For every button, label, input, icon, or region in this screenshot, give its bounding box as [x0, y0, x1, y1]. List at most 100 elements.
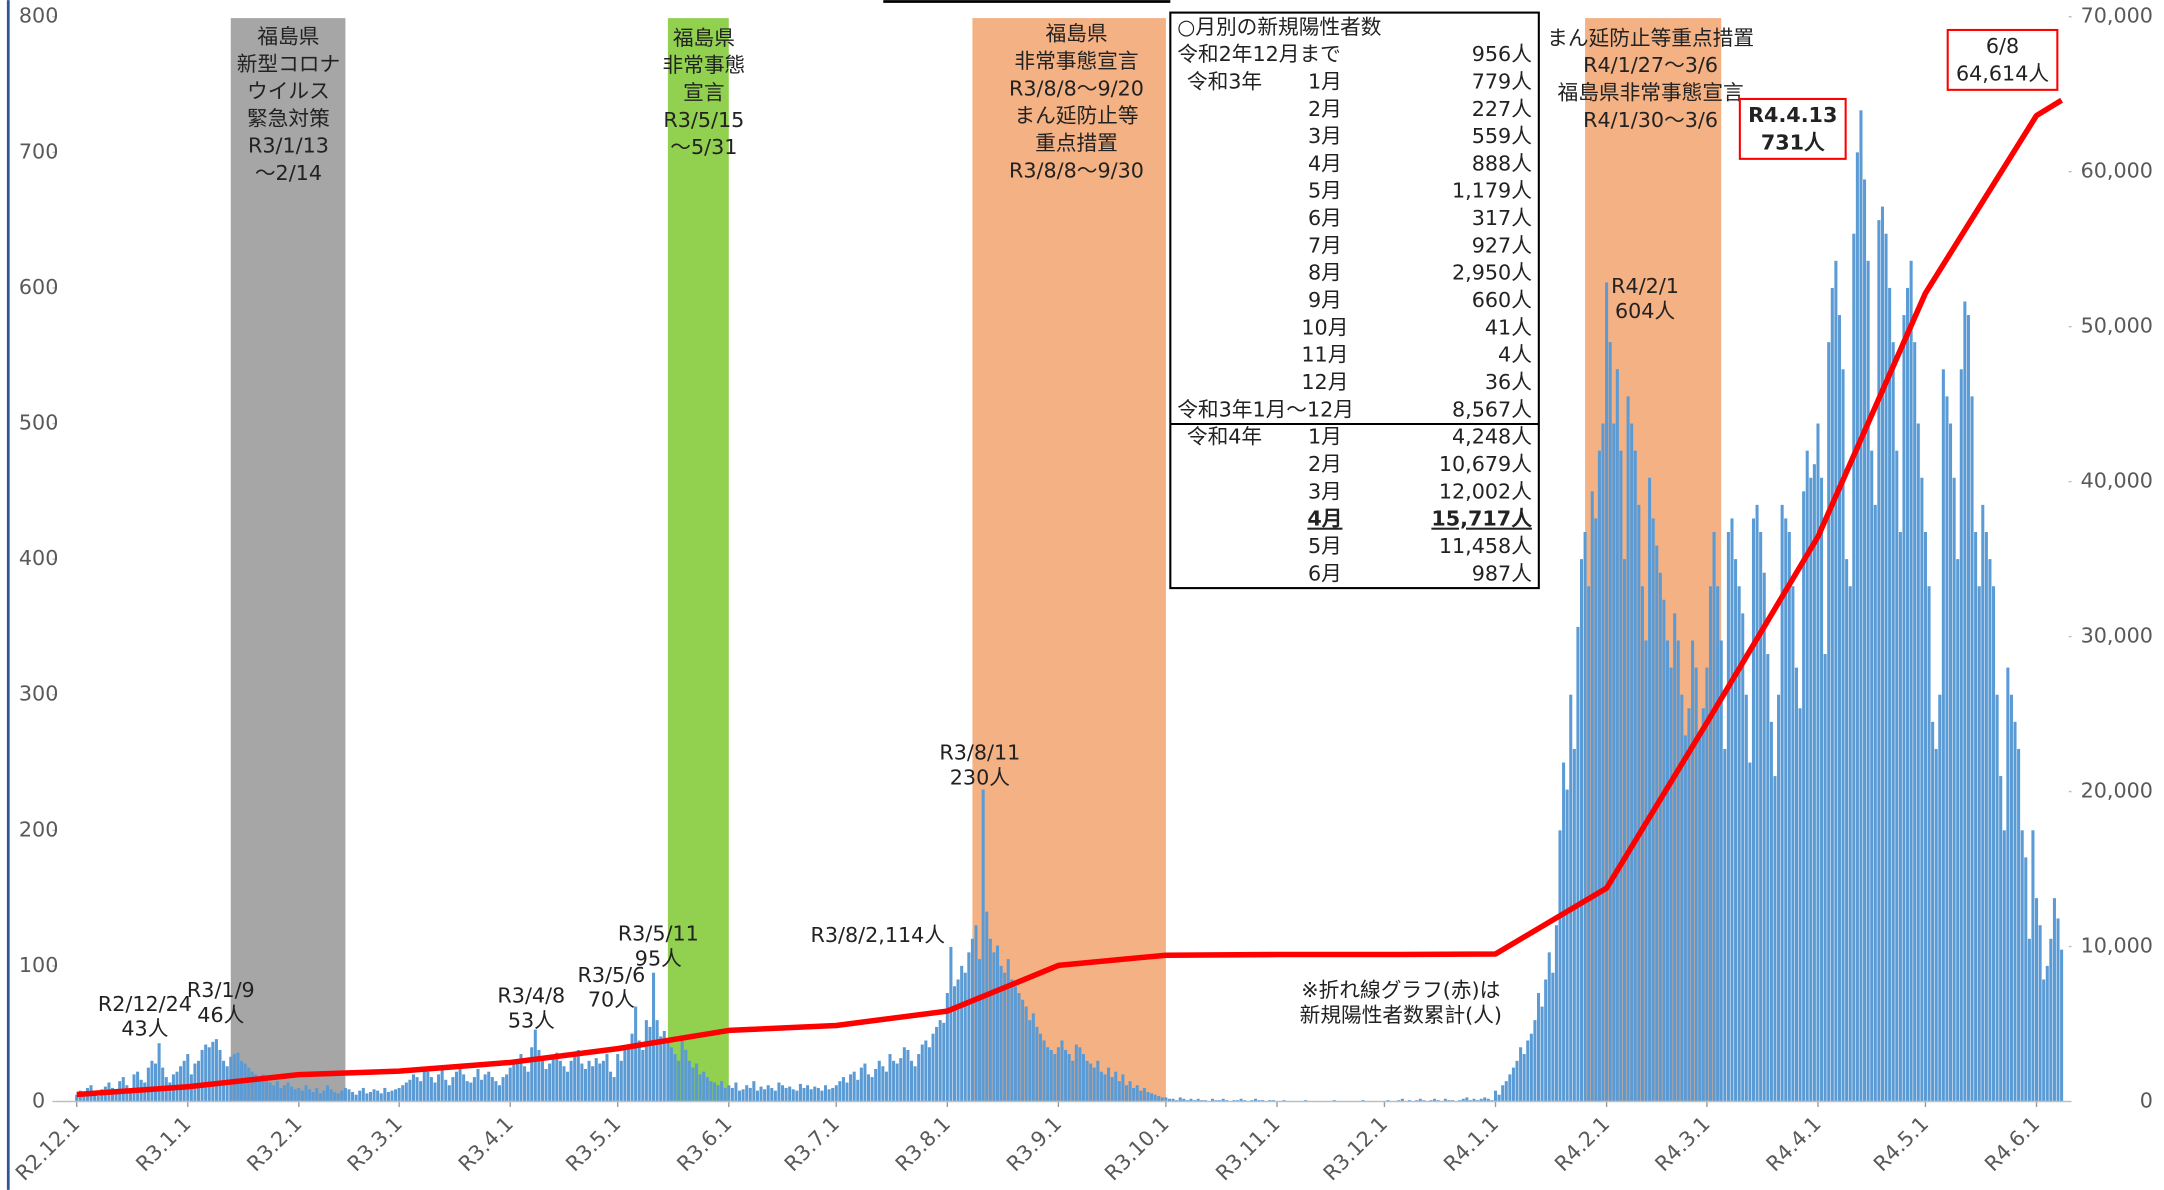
bar [1920, 477, 1924, 1102]
band-label: R4/1/30～3/6 [1583, 108, 1718, 132]
bar [93, 1092, 97, 1102]
bar [1486, 1098, 1490, 1102]
bar [598, 1063, 602, 1102]
bar [458, 1066, 462, 1102]
bar [2024, 857, 2028, 1102]
bar [379, 1093, 383, 1102]
bar [490, 1077, 494, 1102]
bar [985, 911, 989, 1102]
bar [1949, 423, 1953, 1102]
bar [1956, 559, 1960, 1102]
table-label: 令和3年 [1187, 69, 1262, 93]
bar [1673, 613, 1677, 1102]
bar [616, 1054, 620, 1102]
bar [609, 1071, 613, 1102]
bar [1999, 776, 2003, 1102]
bar [587, 1060, 591, 1102]
bar [2017, 748, 2021, 1102]
band-label: ウイルス [247, 79, 330, 103]
bar [1916, 423, 1920, 1102]
bar [1863, 179, 1867, 1102]
bands [230, 18, 1722, 1102]
bar [2042, 979, 2046, 1102]
bar [261, 1074, 265, 1102]
period-band [230, 18, 346, 1102]
table-count: 4,248人 [1452, 425, 1532, 449]
bar [1963, 301, 1967, 1102]
bar [1583, 531, 1587, 1102]
table-month: 10月 [1301, 315, 1348, 339]
bar [519, 1054, 523, 1102]
table-count: 559人 [1472, 124, 1532, 148]
y2-tick-label: 10,000 [2081, 934, 2153, 958]
bar [906, 1049, 910, 1102]
bar [376, 1090, 380, 1102]
bar [634, 1006, 638, 1102]
bar [1687, 708, 1691, 1102]
bar [1605, 282, 1609, 1102]
bar [1150, 1093, 1154, 1102]
bar [426, 1071, 430, 1102]
bar [583, 1068, 587, 1102]
bar [1712, 531, 1716, 1102]
bar [874, 1068, 878, 1102]
bar [1522, 1054, 1526, 1102]
bar [1913, 342, 1917, 1102]
bar [1898, 531, 1902, 1102]
bar [1952, 477, 1956, 1102]
bar [738, 1090, 742, 1102]
bar [1511, 1067, 1515, 1102]
bar [1855, 152, 1859, 1102]
bar [537, 1049, 541, 1102]
y-tick-label: 800 [19, 4, 59, 28]
bar [716, 1085, 720, 1102]
bar [1662, 599, 1666, 1102]
bar [580, 1063, 584, 1102]
table-month: 8月 [1308, 261, 1342, 285]
bar [1153, 1094, 1157, 1102]
band-label: 緊急対策 [247, 106, 330, 130]
bar [1465, 1097, 1469, 1102]
bar [652, 972, 656, 1102]
table-label: 令和2年12月まで [1177, 42, 1341, 66]
bar [1146, 1092, 1150, 1102]
bar [2049, 938, 2053, 1102]
bar [1096, 1060, 1100, 1102]
bar [680, 1040, 684, 1102]
bar [1565, 789, 1569, 1102]
bar [741, 1089, 745, 1102]
bar [1551, 972, 1555, 1102]
bar [626, 1044, 630, 1102]
bar [734, 1082, 738, 1102]
bar [419, 1081, 423, 1102]
bar [2006, 667, 2010, 1102]
bar [1694, 667, 1698, 1102]
bar [1995, 694, 1999, 1102]
band-label: まん延防止等重点措置 [1547, 26, 1754, 50]
bar [569, 1060, 573, 1102]
bar [1931, 721, 1935, 1102]
bar [268, 1082, 272, 1102]
cumulative-line [76, 97, 2064, 1098]
bar [967, 952, 971, 1102]
bar [1196, 1098, 1200, 1102]
y2-tick-label: 0 [2140, 1088, 2153, 1112]
bar [1866, 260, 1870, 1102]
bar [942, 1022, 946, 1102]
bar [956, 979, 960, 1102]
bar [476, 1068, 480, 1102]
bar [558, 1060, 562, 1102]
bar [924, 1040, 928, 1102]
bar [1909, 260, 1913, 1102]
bar [1802, 491, 1806, 1102]
bar [168, 1082, 172, 1102]
band-label: 新型コロナ [237, 52, 340, 76]
y-tick-label: 700 [19, 139, 59, 163]
bar [684, 1049, 688, 1102]
annotation: R3/8/2,114人 [810, 923, 945, 947]
bar [1046, 1047, 1050, 1102]
bar [662, 1030, 666, 1102]
bar [655, 1020, 659, 1102]
bar [1708, 586, 1713, 1102]
bar [154, 1063, 158, 1102]
